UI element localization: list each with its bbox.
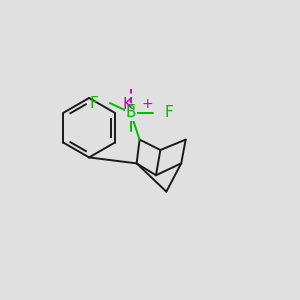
- Text: +: +: [142, 97, 154, 110]
- Text: F: F: [126, 104, 135, 119]
- Text: B: B: [125, 105, 136, 120]
- Text: F: F: [165, 105, 174, 120]
- Text: K: K: [123, 97, 133, 112]
- Text: F: F: [89, 95, 98, 110]
